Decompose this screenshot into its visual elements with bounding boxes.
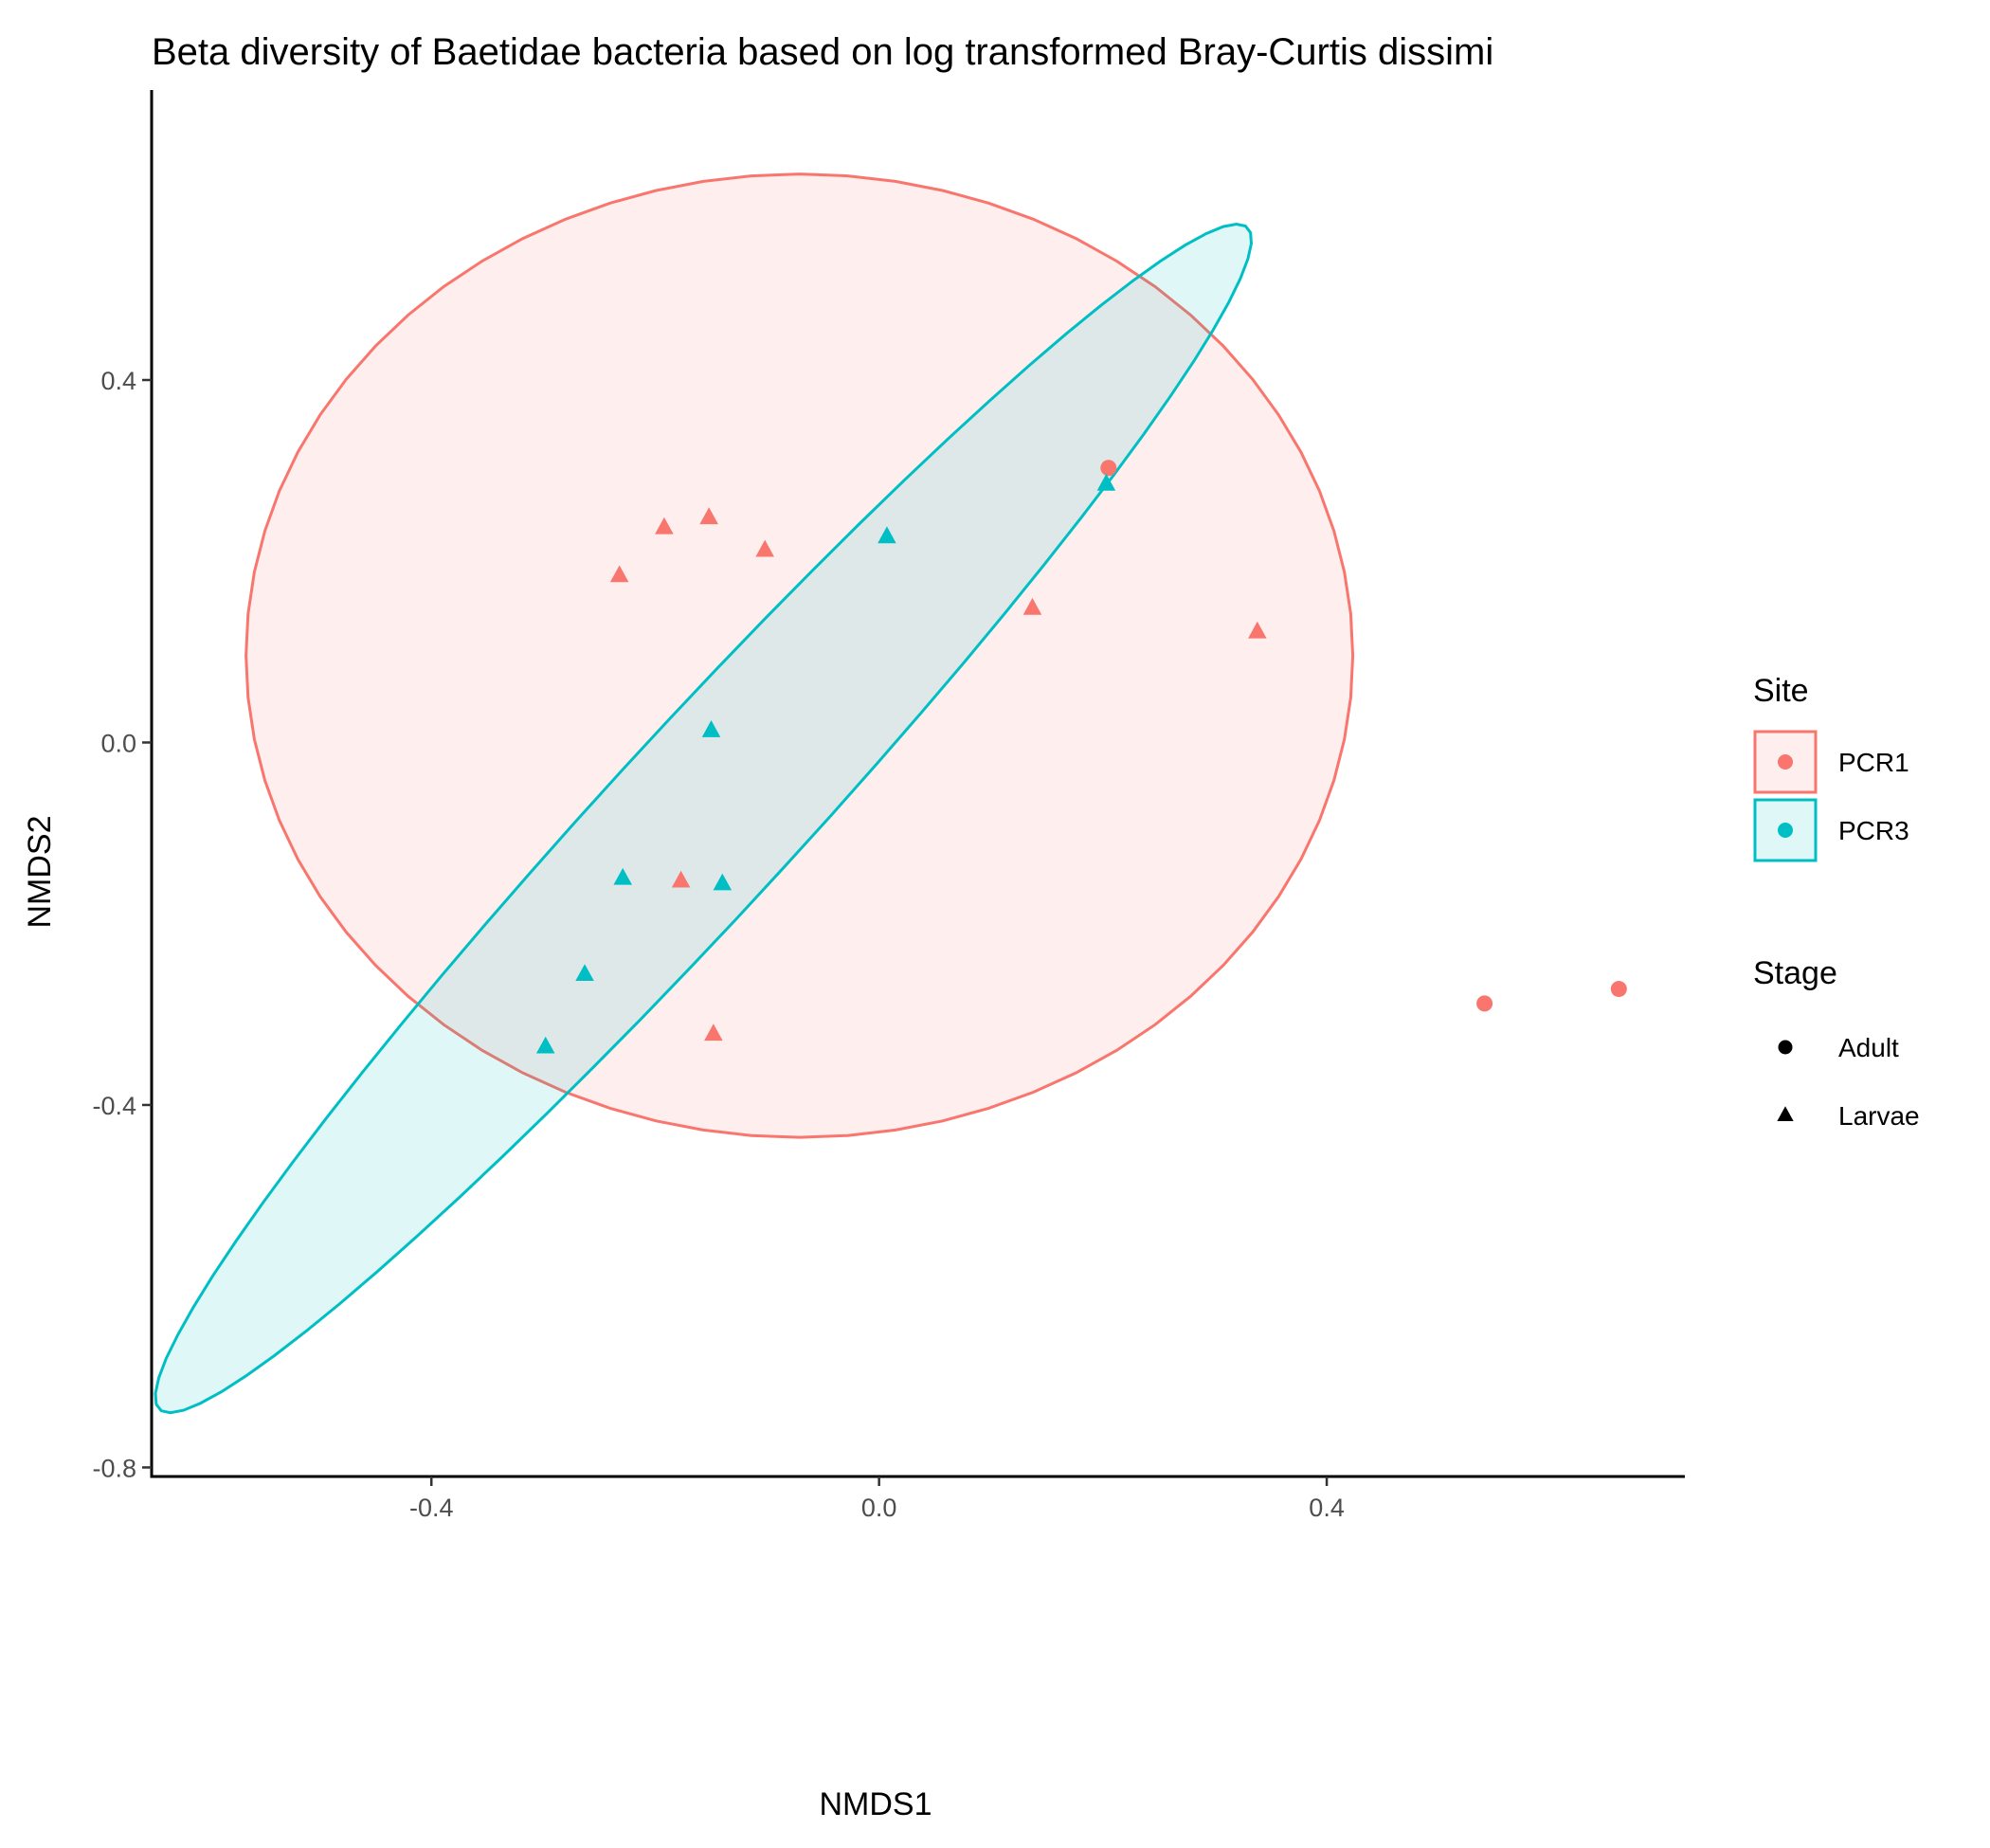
legend-label-pcr1: PCR1 (1838, 748, 1909, 777)
data-point-pcr1-adult-1 (1476, 995, 1493, 1012)
x-tick-label: -0.4 (409, 1494, 454, 1522)
legend-title-site: Site (1753, 673, 1809, 709)
y-tick-label: 0.4 (100, 367, 136, 395)
legend-title-stage: Stage (1753, 955, 1837, 991)
data-point-pcr1-adult-2 (1610, 981, 1627, 998)
legend-key-point (1778, 823, 1793, 838)
legend-entry-adult: Adult (1778, 1033, 1899, 1062)
legend-label-larvae: Larvae (1838, 1101, 1920, 1131)
data-point-pcr3-larvae-17 (535, 1036, 555, 1054)
data-point-pcr3-larvae-14 (613, 867, 632, 885)
data-point-pcr3-larvae-11 (1096, 473, 1116, 491)
data-point-pcr1-larvae-6 (609, 565, 629, 583)
data-point-pcr1-larvae-7 (1022, 597, 1042, 615)
legend-key-larvae (1777, 1106, 1794, 1121)
data-point-pcr1-larvae-5 (755, 539, 774, 557)
data-point-pcr1-adult-0 (1100, 460, 1117, 477)
legend-entry-pcr3: PCR3 (1753, 798, 1909, 862)
data-point-pcr3-larvae-12 (877, 526, 896, 544)
chart-title: Beta diversity of Baetidae bacteria base… (152, 31, 1493, 73)
x-axis-title: NMDS1 (819, 1786, 932, 1822)
data-point-pcr1-larvae-8 (1248, 621, 1267, 639)
legend-entry-larvae: Larvae (1777, 1101, 1920, 1131)
ellipse-pcr1 (244, 172, 1355, 1139)
y-tick-label: -0.8 (92, 1454, 136, 1482)
x-tick-label: 0.4 (1309, 1494, 1345, 1522)
data-point-pcr3-larvae-13 (701, 719, 721, 737)
data-point-pcr1-larvae-4 (655, 516, 674, 534)
legend-key-adult (1778, 1040, 1793, 1055)
legend-label-pcr3: PCR3 (1838, 816, 1909, 845)
plot-panel (154, 172, 1627, 1415)
x-tick-label: 0.0 (861, 1494, 897, 1522)
legend-entry-pcr1: PCR1 (1753, 730, 1909, 794)
data-point-pcr1-larvae-9 (671, 870, 691, 888)
legend: Site PCR1 PCR3 Stage Adult Larvae (1753, 673, 1920, 1131)
y-axis-title: NMDS2 (22, 815, 58, 928)
legend-key-point (1778, 754, 1793, 770)
y-tick-label: 0.0 (100, 729, 136, 757)
data-point-pcr3-larvae-16 (575, 964, 594, 982)
axes: -0.4 0.0 0.4 -0.8 -0.4 0.0 0.4 (92, 90, 1685, 1522)
data-point-pcr3-larvae-15 (713, 873, 733, 891)
data-point-pcr1-larvae-10 (704, 1024, 723, 1042)
legend-label-adult: Adult (1838, 1033, 1899, 1062)
ellipse-pcr3 (154, 222, 1254, 1415)
data-point-pcr1-larvae-3 (699, 507, 718, 525)
y-tick-label: -0.4 (92, 1092, 136, 1120)
